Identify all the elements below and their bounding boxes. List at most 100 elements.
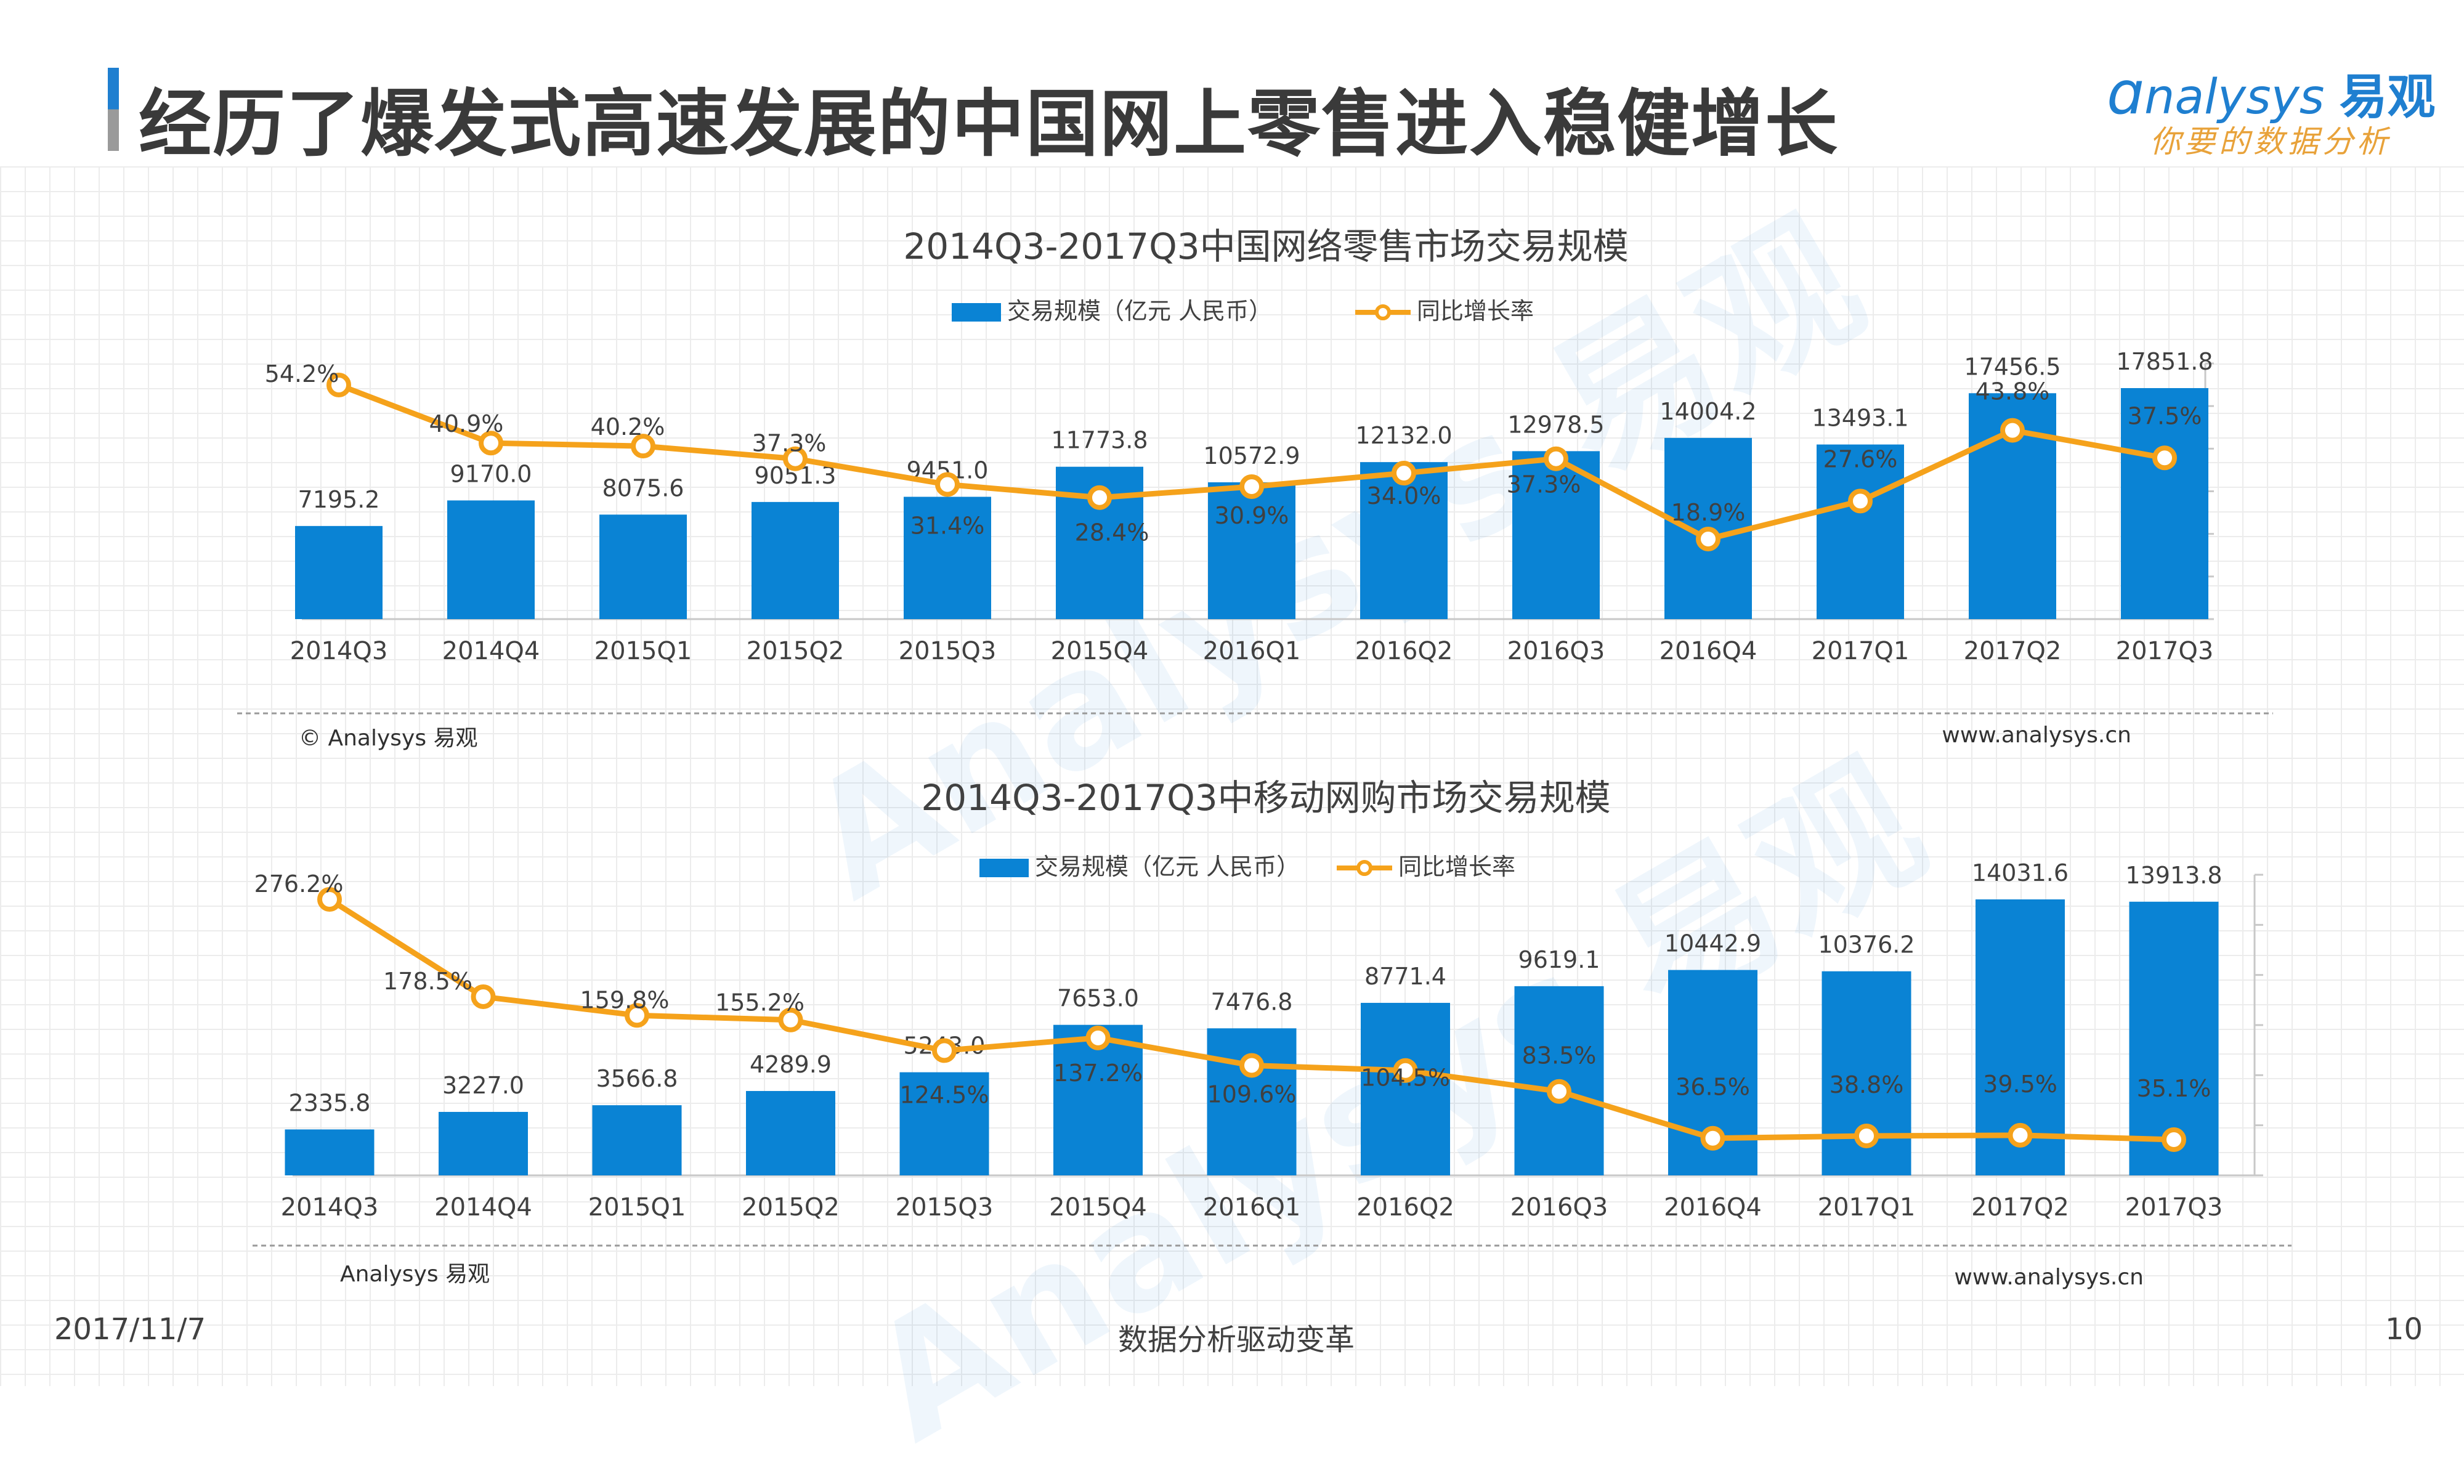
x-tick-label: 2015Q3: [896, 1193, 994, 1222]
x-tick-label: 2016Q3: [1510, 1193, 1608, 1222]
growth-point: [471, 984, 496, 1010]
x-tick-label: 2017Q1: [1818, 1193, 1916, 1222]
growth-point: [1547, 1079, 1571, 1104]
growth-point: [625, 1003, 649, 1028]
growth-label: 28.4%: [1075, 519, 1149, 546]
x-tick-label: 2015Q4: [1051, 637, 1149, 665]
growth-point: [1087, 485, 1112, 510]
bar-value-label: 12132.0: [1355, 422, 1452, 449]
bar: [904, 497, 991, 619]
bar: [746, 1091, 835, 1175]
growth-point: [1393, 1058, 1418, 1083]
bar: [592, 1105, 682, 1175]
legend-line-marker: [1375, 304, 1391, 320]
title-accent-bar: [108, 68, 119, 151]
bar: [752, 501, 839, 619]
bar: [1817, 444, 1904, 619]
growth-label: 54.2%: [265, 360, 339, 387]
page-title: 经历了爆发式高速发展的中国网上零售进入稳健增长: [139, 81, 1839, 166]
growth-point: [783, 446, 808, 471]
x-tick-label: 2016Q4: [1660, 637, 1757, 665]
growth-point: [631, 434, 655, 459]
logo-a-glyph: ɑ: [2107, 59, 2144, 128]
bar-value-label: 2335.8: [289, 1089, 371, 1116]
x-tick-label: 2014Q3: [290, 637, 388, 665]
x-tick-label: 2015Q3: [899, 637, 997, 665]
x-tick-label: 2015Q2: [742, 1193, 840, 1222]
growth-point: [935, 472, 960, 497]
bar: [1207, 1028, 1297, 1175]
bar-value-label: 11773.8: [1051, 427, 1148, 454]
growth-label: 35.1%: [2137, 1075, 2211, 1102]
legend-line-label: 同比增长率: [1417, 298, 1534, 325]
bar: [1512, 451, 1600, 619]
legend-bar-swatch: [952, 303, 1001, 322]
x-tick-label: 2015Q1: [588, 1193, 686, 1222]
bar: [1361, 1002, 1450, 1175]
growth-label: 34.0%: [1367, 482, 1441, 509]
growth-point: [1239, 1053, 1264, 1078]
growth-point: [1700, 1125, 1725, 1151]
growth-label: 137.2%: [1053, 1060, 1143, 1087]
growth-label: 83.5%: [1522, 1042, 1597, 1069]
legend-line-marker: [1356, 860, 1372, 876]
logo-text: nalysys: [2144, 70, 2325, 125]
growth-point: [479, 431, 503, 456]
growth-label: 159.8%: [580, 986, 670, 1013]
bar-value-label: 13913.8: [2125, 862, 2222, 889]
bar-value-label: 8771.4: [1364, 963, 1446, 990]
bar-value-label: 7195.2: [298, 486, 380, 513]
growth-label: 40.2%: [591, 413, 665, 440]
source-label: Analysys 易观: [340, 1262, 490, 1287]
analysys-logo: ɑnalysys 易观 你要的数据分析: [2082, 55, 2435, 160]
logo-wordmark: ɑnalysys 易观: [2107, 59, 2435, 128]
bar-value-label: 9619.1: [1518, 946, 1600, 973]
bar-value-label: 14031.6: [1972, 859, 2069, 886]
growth-label: 36.5%: [1676, 1074, 1750, 1101]
bar-value-label: 10376.2: [1818, 931, 1915, 959]
bar-value-label: 12978.5: [1507, 411, 1604, 438]
x-tick-label: 2015Q4: [1049, 1193, 1147, 1222]
x-tick-label: 2016Q3: [1507, 637, 1605, 665]
bar-value-label: 14004.2: [1660, 398, 1756, 425]
bar: [599, 514, 687, 619]
growth-label: 276.2%: [254, 870, 344, 898]
x-tick-label: 2017Q2: [1964, 637, 2062, 665]
growth-label: 178.5%: [383, 968, 472, 995]
bar-value-label: 4289.9: [750, 1051, 832, 1078]
growth-point: [1848, 489, 1873, 514]
growth-point: [1854, 1124, 1879, 1149]
growth-label: 155.2%: [715, 989, 804, 1016]
bar: [447, 500, 535, 619]
growth-label: 27.6%: [1823, 445, 1898, 472]
growth-label: 104.5%: [1361, 1064, 1450, 1092]
logo-tagline: 你要的数据分析: [2150, 124, 2391, 160]
x-tick-label: 2017Q1: [1812, 637, 1910, 665]
growth-point: [778, 1007, 803, 1032]
growth-point: [1544, 446, 1568, 471]
source-label: © Analysys 易观: [299, 726, 478, 751]
legend-line-label: 同比增长率: [1398, 853, 1515, 880]
growth-label: 43.8%: [1976, 378, 2050, 405]
footer-center-text: 数据分析驱动变革: [1118, 1323, 1355, 1357]
growth-label: 18.9%: [1671, 499, 1746, 526]
growth-point: [2162, 1127, 2186, 1152]
x-tick-label: 2016Q1: [1203, 1193, 1301, 1222]
bar: [1208, 482, 1295, 619]
growth-point: [2008, 1122, 2033, 1148]
bar-value-label: 8075.6: [602, 474, 684, 501]
growth-label: 124.5%: [900, 1081, 989, 1108]
x-tick-label: 2014Q3: [281, 1193, 379, 1222]
x-tick-label: 2016Q2: [1355, 637, 1453, 665]
grid-background: [0, 166, 2464, 1386]
legend-bar-swatch: [979, 859, 1029, 877]
bar-value-label: 3566.8: [596, 1065, 678, 1092]
page-number: 10: [2385, 1312, 2423, 1347]
growth-point: [1392, 461, 1416, 486]
growth-label: 40.9%: [429, 410, 504, 437]
bar: [1360, 462, 1448, 619]
growth-label: 109.6%: [1207, 1081, 1297, 1108]
legend-bar-label: 交易规模（亿元 人民币）: [1035, 853, 1300, 880]
bar: [295, 525, 383, 619]
